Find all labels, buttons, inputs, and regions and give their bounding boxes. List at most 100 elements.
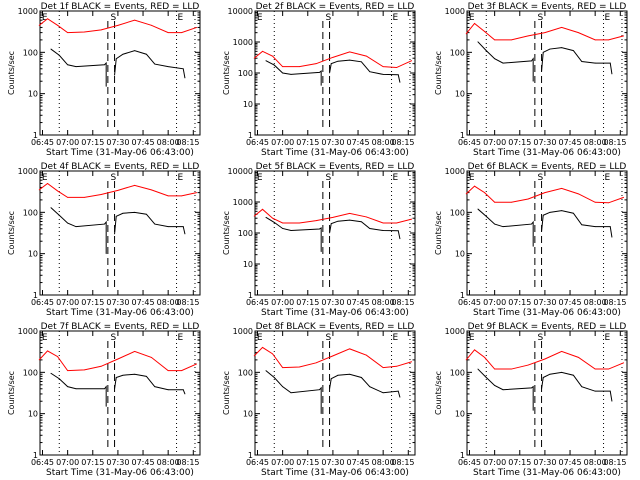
lld-point [594, 201, 596, 203]
events-point [319, 389, 320, 391]
y-axis-label: Counts/sec [222, 371, 231, 415]
y-tick-label: 10 [28, 90, 38, 99]
events-point [531, 223, 532, 225]
lld-point [411, 218, 413, 220]
plot-frame [466, 10, 628, 136]
lld-point [315, 362, 317, 364]
events-point [282, 228, 284, 229]
y-tick-label: 100 [238, 229, 253, 238]
x-tick-label: 07:30 [533, 458, 556, 467]
x-tick-label: 08:15 [176, 458, 199, 467]
events-point [290, 230, 292, 231]
lld-point [510, 368, 512, 370]
events-point [290, 74, 292, 75]
lld-point [298, 366, 300, 368]
x-tick-label: 07:00 [56, 298, 79, 307]
x-tick-label: 07:15 [81, 138, 104, 147]
lld-series-line [465, 22, 624, 41]
events-point [594, 390, 596, 392]
events-point [154, 63, 156, 65]
events-series-line [50, 207, 107, 254]
lld-point [366, 216, 367, 218]
plot-frame [39, 330, 201, 456]
events-point [360, 61, 362, 63]
events-point [145, 53, 147, 55]
events-point [572, 374, 574, 376]
events-point [319, 228, 320, 230]
panel-title: Det 8f BLACK = Events, RED = LLD [256, 322, 415, 332]
lld-point [253, 215, 255, 217]
events-point [477, 41, 479, 43]
panel-title: Det 5f BLACK = Events, RED = LLD [256, 162, 415, 172]
x-axis-label: Start Time (31-May-06 06:43:00) [261, 308, 409, 318]
x-tick-label: 06:45 [458, 458, 481, 467]
y-tick-label: 100 [23, 208, 38, 217]
events-point [532, 386, 534, 388]
y-tick-label: 10 [28, 410, 38, 419]
x-tick-label: 07:15 [508, 458, 531, 467]
lld-point [561, 27, 563, 28]
x-tick-label: 07:00 [271, 138, 294, 147]
events-series-line [50, 372, 107, 407]
lld-point [382, 66, 384, 68]
x-tick-label: 07:45 [347, 458, 370, 467]
x-tick-label: 06:45 [31, 138, 54, 147]
x-tick-label: 08:15 [176, 298, 199, 307]
x-tick-label: 06:45 [458, 138, 481, 147]
lld-point [494, 39, 496, 41]
event-marker-label: S [111, 13, 117, 23]
lld-point [465, 193, 467, 195]
lld-point [349, 348, 351, 350]
events-point [154, 223, 156, 225]
lld-point [167, 370, 169, 372]
x-tick-label: 06:45 [246, 138, 269, 147]
lld-series-line [253, 346, 412, 369]
lld-point [117, 358, 119, 360]
event-marker-label: E [257, 13, 263, 23]
event-marker-label: E [605, 333, 611, 343]
lld-point [527, 198, 529, 200]
events-point [114, 74, 115, 76]
events-point [330, 63, 332, 65]
y-axis-label: Counts/sec [7, 211, 16, 255]
lld-point [298, 66, 300, 68]
lld-point [117, 189, 119, 191]
events-point [549, 211, 551, 213]
events-point [75, 226, 77, 228]
events-point [581, 61, 583, 62]
events-point [581, 224, 583, 226]
lld-series-line [253, 208, 412, 224]
lld-point [623, 362, 625, 364]
x-tick-label: 07:30 [533, 298, 556, 307]
events-point [122, 374, 124, 376]
events-point [115, 58, 117, 60]
events-point [531, 60, 532, 62]
events-point [182, 226, 184, 228]
events-point [349, 219, 351, 221]
lld-point [282, 222, 284, 224]
events-point [397, 74, 399, 76]
lld-point [272, 353, 273, 355]
events-point [265, 216, 267, 218]
y-tick-label: 1000 [445, 327, 465, 336]
lld-series-line [38, 18, 197, 34]
events-point [485, 377, 487, 378]
events-point [382, 74, 384, 75]
events-point [105, 405, 107, 407]
x-tick-label: 07:30 [106, 138, 129, 147]
y-tick-label: 10000 [228, 167, 253, 176]
lld-series-line [253, 50, 412, 69]
y-axis-label: Counts/sec [434, 211, 443, 255]
events-point [369, 71, 371, 73]
lld-point [623, 196, 625, 198]
lld-point [167, 195, 169, 197]
events-point [67, 64, 69, 66]
x-tick-label: 08:00 [157, 138, 180, 147]
events-point [477, 208, 479, 210]
events-point [532, 409, 534, 411]
panel-7: Det 7f BLACK = Events, RED = LLD 1 10 100 10… [7, 322, 201, 478]
events-point [105, 386, 107, 388]
x-tick-label: 06:45 [31, 458, 54, 467]
events-point [167, 389, 169, 391]
plot-frame [39, 170, 201, 296]
